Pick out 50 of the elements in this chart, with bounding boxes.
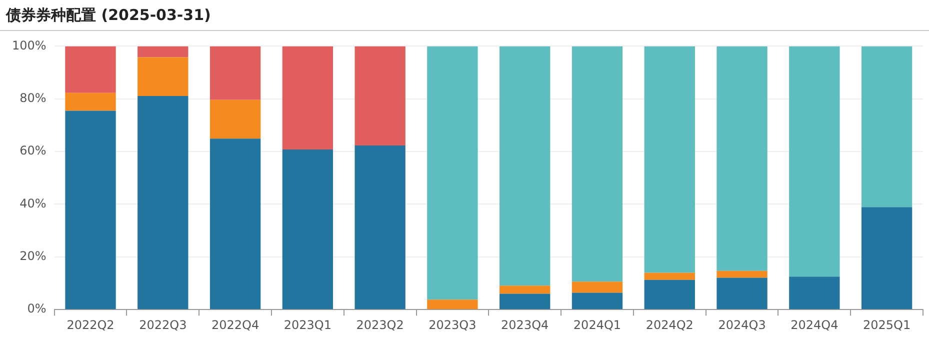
- x-tick-label: 2024Q2: [646, 318, 694, 332]
- bar: [427, 46, 478, 300]
- bar: [789, 46, 840, 277]
- x-tick-label: 2023Q2: [356, 318, 404, 332]
- y-tick-label: 40%: [20, 196, 46, 210]
- bar: [572, 46, 623, 282]
- y-tick-label: 60%: [20, 144, 46, 158]
- x-tick-label: 2022Q4: [211, 318, 260, 332]
- bar: [65, 46, 116, 93]
- y-tick-label: 0%: [27, 302, 46, 316]
- bar: [716, 270, 768, 278]
- x-tick-label: 2023Q1: [284, 318, 332, 332]
- bar: [354, 146, 406, 310]
- bar: [572, 292, 623, 310]
- y-tick-label: 80%: [20, 91, 46, 106]
- bar: [500, 286, 550, 294]
- bar: [644, 280, 695, 310]
- y-tick-label: 100%: [12, 38, 46, 52]
- bar: [716, 278, 768, 310]
- x-tick-label: 2024Q3: [718, 318, 766, 332]
- bar: [572, 282, 623, 293]
- chart-title: 债券券种配置 (2025-03-31): [0, 0, 929, 31]
- x-tick-label: 2025Q1: [862, 318, 911, 332]
- bar: [138, 57, 188, 96]
- y-tick-label: 20%: [20, 249, 46, 264]
- bar: [65, 110, 116, 310]
- bar: [500, 294, 550, 310]
- bar: [138, 46, 188, 58]
- bar: [354, 46, 406, 146]
- x-tick-label: 2022Q3: [139, 318, 187, 332]
- bar: [644, 272, 695, 280]
- bar: [282, 149, 334, 310]
- x-tick-label: 2023Q3: [428, 318, 476, 332]
- bar: [210, 100, 261, 139]
- x-tick-label: 2024Q4: [790, 318, 838, 332]
- bar: [500, 46, 550, 286]
- bar: [716, 46, 768, 271]
- bar: [138, 96, 188, 310]
- x-tick-label: 2023Q4: [501, 318, 549, 332]
- bar: [861, 207, 912, 310]
- bar: [789, 276, 840, 310]
- bar: [65, 92, 116, 111]
- bar: [210, 46, 261, 100]
- bar: [282, 46, 334, 150]
- bar: [861, 46, 912, 208]
- bar: [644, 46, 695, 273]
- x-tick-label: 2024Q1: [573, 318, 622, 332]
- bar: [427, 300, 478, 310]
- bar: [210, 138, 261, 310]
- x-tick-label: 2022Q2: [66, 318, 114, 332]
